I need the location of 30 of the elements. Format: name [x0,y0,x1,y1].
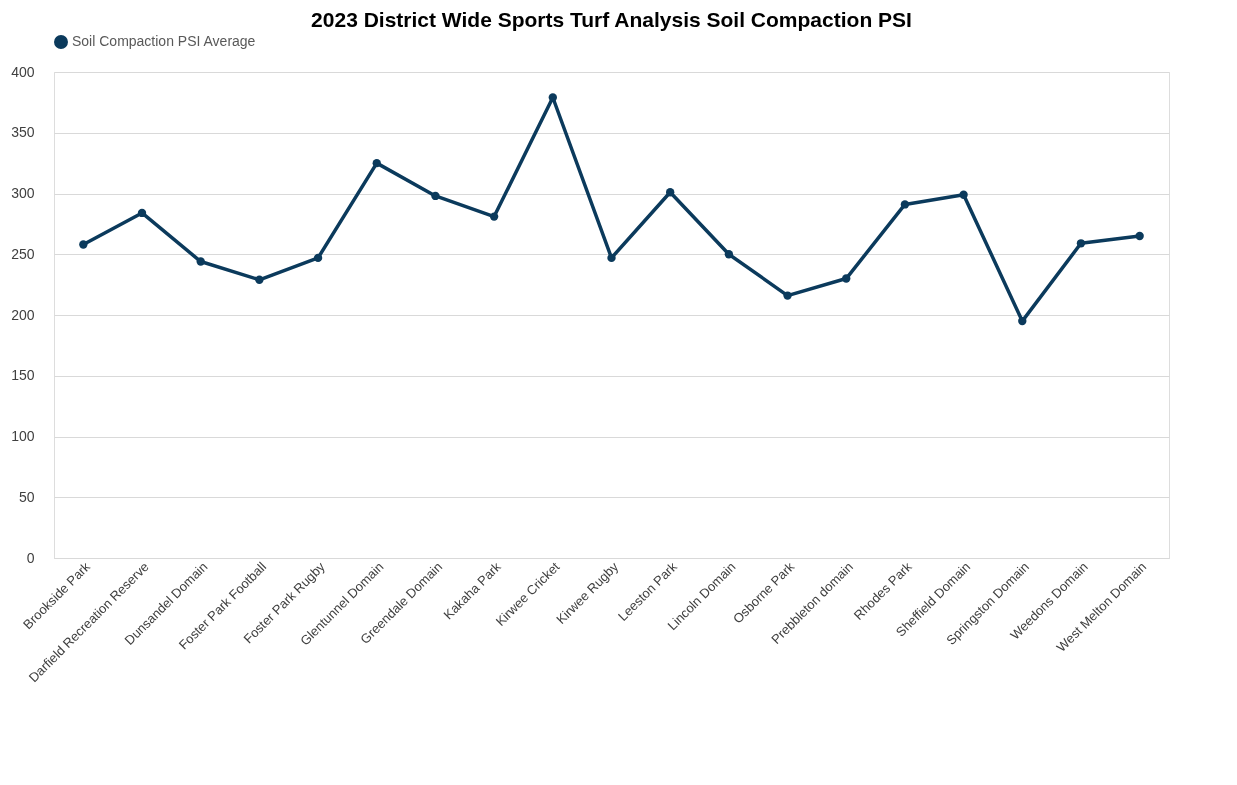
point [548,93,557,102]
y-tick-label: 250 [11,245,35,262]
y-tick-label: 100 [11,428,35,444]
point [137,208,147,218]
point [607,253,616,263]
chart-title: 2023 District Wide Sports Turf Analysis Soil Compaction PSI [311,8,912,31]
point [255,275,264,284]
y-tick-label: 350 [11,124,35,141]
point [1076,239,1086,248]
point [900,200,910,209]
y-tick-label: 400 [11,63,35,80]
point [1135,231,1144,241]
point [372,158,381,168]
point [842,274,851,283]
y-tick-label: 0 [26,549,35,566]
point [1018,316,1027,326]
y-tick-label: 200 [11,306,35,323]
y-tick-label: 300 [11,185,35,201]
point [196,257,205,266]
point [959,190,968,199]
point [431,191,440,201]
point [79,240,88,249]
point [724,250,734,259]
point [783,291,792,300]
legend-label: Soil Compaction PSI Average [72,33,256,49]
y-tick-label: 50 [18,488,35,505]
point [489,212,499,221]
y-tick-label: 150 [11,367,35,384]
point [666,188,675,197]
point [313,253,323,263]
